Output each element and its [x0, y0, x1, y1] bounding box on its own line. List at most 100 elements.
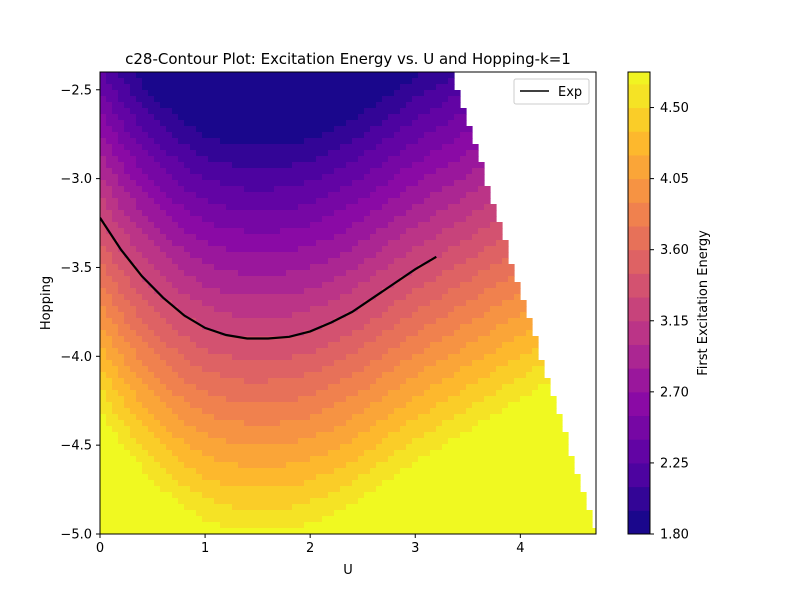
contour-cell	[160, 348, 167, 355]
contour-cell	[190, 372, 197, 379]
contour-cell	[460, 252, 467, 259]
contour-cell	[340, 204, 347, 211]
contour-cell	[370, 78, 377, 85]
contour-cell	[460, 300, 467, 307]
contour-cell	[280, 156, 287, 163]
contour-cell	[364, 330, 371, 337]
contour-cell	[448, 408, 455, 415]
contour-cell	[220, 180, 227, 187]
contour-cell	[280, 216, 287, 223]
contour-cell	[268, 174, 275, 181]
contour-cell	[406, 138, 413, 145]
contour-cell	[280, 360, 287, 367]
contour-cell	[118, 516, 125, 523]
contour-cell	[250, 186, 257, 193]
contour-cell	[370, 168, 377, 175]
contour-cell	[100, 294, 107, 301]
contour-cell	[478, 462, 485, 469]
contour-cell	[100, 444, 107, 451]
contour-cell	[358, 246, 365, 253]
contour-cell	[262, 294, 269, 301]
contour-cell	[148, 132, 155, 139]
contour-cell	[166, 468, 173, 475]
contour-cell	[238, 192, 245, 199]
contour-cell	[418, 204, 425, 211]
contour-cell	[172, 522, 179, 529]
contour-cell	[142, 516, 149, 523]
contour-cell	[244, 300, 251, 307]
contour-cell	[262, 474, 269, 481]
contour-cell	[310, 198, 317, 205]
contour-cell	[154, 516, 161, 523]
contour-cell	[112, 168, 119, 175]
contour-cell	[274, 252, 281, 259]
contour-cell	[214, 276, 221, 283]
contour-cell	[370, 324, 377, 331]
contour-cell	[106, 204, 113, 211]
contour-cell	[454, 390, 461, 397]
contour-cell	[244, 84, 251, 91]
contour-cell	[484, 486, 491, 493]
contour-cell	[196, 378, 203, 385]
contour-cell	[214, 522, 221, 529]
contour-cell	[118, 384, 125, 391]
contour-cell	[202, 228, 209, 235]
contour-cell	[454, 234, 461, 241]
contour-cell	[166, 78, 173, 85]
contour-cell	[316, 360, 323, 367]
contour-cell	[100, 126, 107, 133]
contour-cell	[100, 450, 107, 457]
contour-cell	[274, 150, 281, 157]
contour-cell	[304, 222, 311, 229]
contour-cell	[184, 426, 191, 433]
contour-cell	[400, 246, 407, 253]
contour-cell	[160, 222, 167, 229]
contour-cell	[448, 156, 455, 163]
contour-cell	[274, 144, 281, 151]
contour-cell	[256, 378, 263, 385]
contour-cell	[238, 492, 245, 499]
contour-cell	[154, 264, 161, 271]
contour-cell	[226, 198, 233, 205]
contour-cell	[346, 318, 353, 325]
contour-cell	[244, 438, 251, 445]
contour-cell	[364, 372, 371, 379]
contour-cell	[256, 408, 263, 415]
contour-cell	[166, 522, 173, 529]
contour-cell	[154, 312, 161, 319]
contour-cell	[364, 132, 371, 139]
contour-cell	[424, 504, 431, 511]
contour-cell	[424, 402, 431, 409]
contour-cell	[256, 210, 263, 217]
contour-cell	[442, 522, 449, 529]
contour-cell	[328, 156, 335, 163]
contour-cell	[322, 144, 329, 151]
contour-cell	[400, 78, 407, 85]
contour-cell	[436, 294, 443, 301]
contour-cell	[346, 468, 353, 475]
contour-cell	[298, 240, 305, 247]
contour-cell	[310, 78, 317, 85]
contour-cell	[124, 366, 131, 373]
contour-cell	[460, 180, 467, 187]
contour-cell	[226, 252, 233, 259]
contour-cell	[190, 198, 197, 205]
contour-cell	[226, 396, 233, 403]
contour-cell	[346, 444, 353, 451]
contour-cell	[280, 372, 287, 379]
contour-cell	[178, 336, 185, 343]
contour-cell	[316, 114, 323, 121]
contour-cell	[124, 186, 131, 193]
contour-cell	[382, 78, 389, 85]
contour-cell	[160, 246, 167, 253]
contour-cell	[304, 312, 311, 319]
contour-cell	[346, 366, 353, 373]
contour-cell	[430, 408, 437, 415]
contour-cell	[274, 108, 281, 115]
contour-cell	[202, 258, 209, 265]
contour-cell	[382, 420, 389, 427]
contour-cell	[220, 492, 227, 499]
contour-cell	[292, 150, 299, 157]
contour-cell	[124, 438, 131, 445]
contour-cell	[442, 318, 449, 325]
